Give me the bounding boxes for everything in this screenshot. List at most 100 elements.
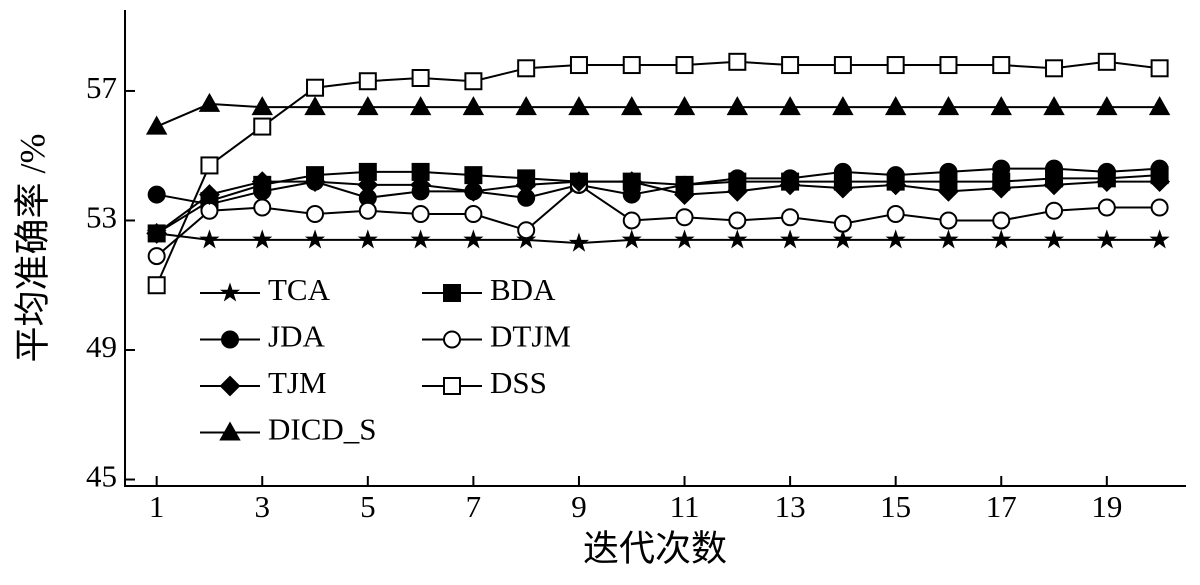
data-point [939,211,958,230]
data-point [409,96,432,116]
data-point [1045,159,1064,178]
data-point [464,205,483,223]
data-point [781,208,800,227]
data-point [306,205,325,223]
legend-label: TJM [268,365,327,400]
data-point [199,184,220,205]
y-tick-label: 57 [86,70,117,105]
y-tick-label: 45 [86,459,117,494]
y-axis-label: 平均准确率 /% [12,134,52,363]
data-point [411,69,430,87]
legend-label: DSS [490,365,547,400]
data-point [675,56,694,75]
data-point [938,180,959,202]
legend-label: JDA [268,319,325,354]
x-tick-label: 19 [1091,489,1122,524]
data-point [198,92,221,112]
data-point [517,221,536,240]
data-point [621,96,643,116]
data-point [833,162,852,181]
data-point [674,229,695,249]
data-point [515,96,537,116]
x-tick-label: 3 [254,489,270,524]
data-point [779,174,801,196]
data-point [358,72,377,91]
data-point [885,174,907,196]
data-point [779,96,801,116]
data-point [252,229,273,249]
x-tick-label: 5 [360,489,376,524]
data-point [937,96,960,116]
data-point [780,229,801,249]
legend-marker [443,284,461,302]
legend-marker [443,330,461,349]
data-point [1043,229,1065,249]
data-point [1150,59,1169,78]
y-tick-label: 53 [86,200,117,235]
data-point [357,96,379,116]
data-point [938,229,959,249]
data-point [253,198,272,217]
data-point [147,185,166,204]
data-point [1097,198,1116,217]
data-point [410,174,432,196]
data-point [992,159,1011,178]
legend: TCA BDA JDA DTJM TJM DSS DICD_S [200,272,571,447]
data-point [1096,96,1118,116]
data-point [621,229,642,249]
data-point [939,56,958,75]
data-point [727,229,748,249]
data-point [726,180,748,202]
data-point [675,208,694,227]
legend-label: DTJM [490,319,571,354]
data-point [991,229,1012,249]
data-point [884,96,907,116]
x-tick-label: 15 [880,489,911,524]
data-point [517,59,536,78]
data-point [728,52,747,71]
data-point [199,229,220,249]
x-tick-label: 13 [775,489,806,524]
data-point [833,214,852,233]
data-point [781,56,800,75]
data-point [358,201,377,220]
data-point [1045,201,1064,220]
data-point [622,56,641,75]
data-point [464,166,483,185]
data-point [726,96,749,116]
data-point [357,229,378,249]
legend-marker [443,377,461,395]
data-point [674,184,695,205]
x-tick-label: 11 [670,489,700,524]
data-point [568,96,590,116]
data-point [200,201,219,220]
data-point [251,96,273,116]
y-tick-label: 49 [86,329,117,364]
data-point [886,56,905,75]
data-point [357,174,379,196]
data-point [1149,171,1171,193]
data-point [464,72,483,91]
data-point [833,56,852,75]
data-point [304,171,326,193]
x-tick-label: 9 [571,489,587,524]
data-point [1043,96,1065,116]
data-point [568,232,590,252]
legend-marker [219,282,241,302]
data-point [304,229,326,249]
legend-marker [221,330,239,349]
data-point [147,276,166,295]
series-line [156,232,1160,245]
data-point [463,229,484,249]
data-point [990,96,1012,116]
legend-marker [219,375,241,397]
data-point [621,171,643,193]
data-point [146,223,168,244]
data-point [304,96,326,116]
data-point [1097,52,1116,71]
data-point [306,78,325,97]
x-tick-label: 1 [149,489,165,524]
data-point [990,177,1012,199]
data-point [200,156,219,175]
